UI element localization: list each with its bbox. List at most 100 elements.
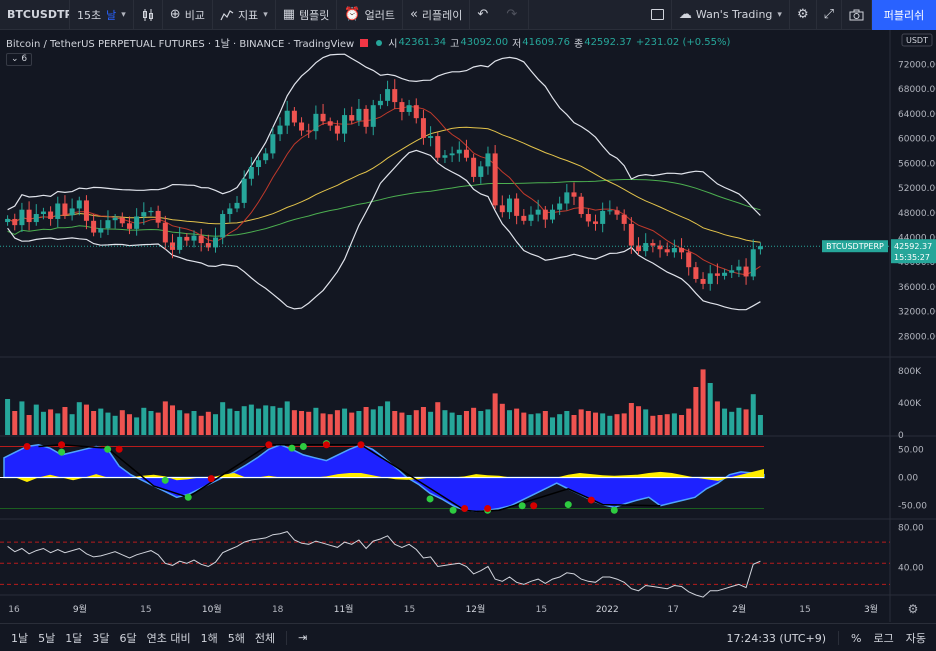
candle-body [327,121,333,126]
chart-type-button[interactable] [134,0,163,30]
settings-button[interactable]: ⚙ [790,0,817,30]
volume-bar [693,387,699,435]
flag-icon[interactable] [360,38,369,47]
volume-bar [191,411,197,435]
candle-body [528,214,534,221]
chevron-down-icon[interactable]: ▾ [121,9,126,20]
indicators-button[interactable]: 지표 ▾ [213,0,276,30]
volume-bar [528,414,534,435]
market-status-icon [376,39,383,46]
range-5d[interactable]: 5날 [38,631,56,645]
candle-body [277,125,283,135]
volume-bar [729,411,735,435]
volume-bar [628,403,634,435]
snapshot-button[interactable] [842,0,872,30]
layout-name-button[interactable]: ☁ Wan's Trading ▾ [672,0,790,30]
range-1d[interactable]: 1날 [11,631,29,645]
chart-area[interactable]: 72000.00 68000.00 64000.00 60000.00 56000.00… [0,30,936,622]
volume-bar [564,411,570,435]
candle-body [377,100,383,106]
volume-bar [707,383,713,435]
time-tick-label: 17 [667,605,678,615]
ma-slow-line [7,179,761,237]
undo-button[interactable]: ↶ [470,0,499,30]
time-tick-label: 11월 [334,603,354,615]
fullscreen-button[interactable]: ⤢ [817,0,842,30]
layout-icon [650,9,664,20]
chart-canvas[interactable]: 72000.00 68000.00 64000.00 60000.00 56000.00… [0,30,936,622]
range-3m[interactable]: 3달 [92,631,110,645]
range-all[interactable]: 전체 [254,631,276,645]
interval-seconds[interactable]: 15초 [77,8,102,22]
ma-fast-line [7,105,761,276]
publish-button[interactable]: 퍼블리쉬 [872,0,936,30]
range-1y[interactable]: 1해 [200,631,218,645]
candle-body [48,211,54,219]
candle-body [177,236,183,250]
high-label: 고 [450,39,460,50]
volume-bar [435,402,441,435]
candle-body [12,218,18,226]
volume-bar [392,411,398,435]
templates-button[interactable]: ▦ 템플릿 [276,0,338,30]
chevron-down-icon[interactable]: ▾ [777,9,782,20]
volume-bar [241,406,247,435]
top-toolbar: BTCUSDTPERP 15초 날 ▾ ⊕ 비교 지표 ▾ ▦ 템플릿 ⏰ 얼러… [0,0,936,30]
candle-body [162,222,168,243]
alerts-button[interactable]: ⏰ 얼러트 [337,0,403,30]
candle-body [169,242,175,250]
log-toggle[interactable]: 로그 [873,632,894,645]
compare-button[interactable]: ⊕ 비교 [163,0,213,30]
volume-bar [636,406,642,435]
candle-body [435,136,441,158]
price-tick-label: 56000.00 [898,159,936,169]
time-tick-label: 10월 [202,603,222,615]
price-tick-label: 44000.00 [898,234,936,244]
clock[interactable]: 17:24:33 (UTC+9) [726,631,827,645]
volume-bar [506,410,512,435]
range-6m[interactable]: 6달 [119,631,137,645]
volume-bar [148,411,154,435]
interval-day[interactable]: 날 [106,8,117,22]
interval-button[interactable]: 15초 날 ▾ [70,0,134,30]
gear-icon: ⚙ [796,7,809,22]
volume-bar [428,411,434,435]
close-value: 42592.37 [584,37,632,48]
time-tick-label: 15 [536,605,547,615]
volume-bar [449,412,455,435]
candle-body [370,105,376,127]
candle-body [449,153,455,156]
candle-body [119,217,125,224]
layout-button[interactable] [644,0,672,30]
range-ytd[interactable]: 연초 대비 [146,631,191,645]
volume-bar [377,406,383,435]
replay-button[interactable]: « 리플레이 [403,0,471,30]
auto-toggle[interactable]: 자동 [905,632,926,645]
symbol-legend: Bitcoin / TetherUS PERPETUAL FUTURES · 1… [6,35,734,50]
candle-body [722,272,728,276]
indicators-toggle[interactable]: ⌄ 6 [6,53,33,66]
close-label: 종 [574,39,584,50]
osc-sell-dot [23,442,31,450]
chevron-down-icon[interactable]: ▾ [263,9,268,20]
volume-bar [320,413,326,435]
candle-body [26,209,32,223]
percent-toggle[interactable]: % [851,631,862,645]
redo-button[interactable]: ↷ [499,0,530,30]
bottom-right-controls: 17:24:33 (UTC+9) % 로그 자동 [721,624,932,651]
volume-bar [91,411,97,435]
candle-body [750,249,756,277]
time-tick-label: 16 [8,605,20,615]
legend-title[interactable]: Bitcoin / TetherUS PERPETUAL FUTURES · 1… [6,39,355,50]
candle-body [621,214,627,224]
osc-buy-dot [518,502,526,510]
candle-body [349,115,355,121]
price-tick-label: 68000.00 [898,85,936,95]
candle-body [62,203,68,216]
calendar-range-icon[interactable]: ⇥ [298,631,308,644]
symbol-search-button[interactable]: BTCUSDTPERP [0,0,70,30]
range-1m[interactable]: 1달 [65,631,83,645]
volume-bar [5,399,11,435]
range-5y[interactable]: 5해 [227,631,245,645]
candle-body [356,108,362,121]
